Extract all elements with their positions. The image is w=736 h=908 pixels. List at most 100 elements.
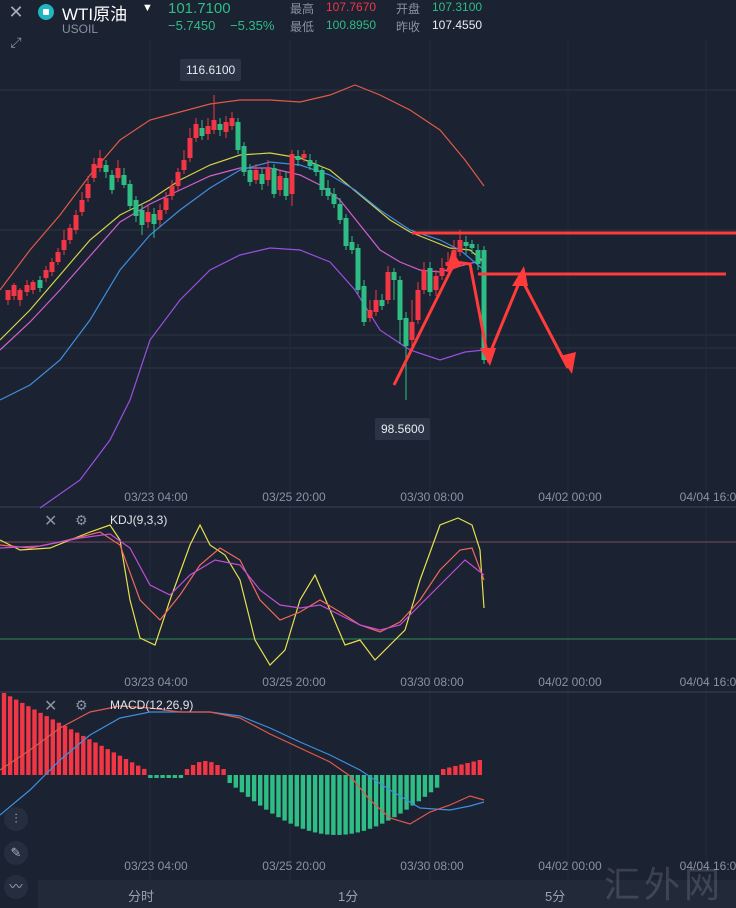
macd-bar — [288, 775, 293, 824]
candle-body — [109, 175, 115, 190]
candle-body — [397, 280, 403, 320]
candle-body — [145, 212, 151, 222]
low-label: 最低 — [290, 20, 315, 34]
kdj-title: KDJ(9,3,3) — [110, 513, 168, 527]
macd-bar — [270, 775, 275, 814]
macd-dif-line — [0, 705, 485, 825]
candle-body — [163, 198, 169, 210]
tab-timeshare[interactable]: 分时 — [128, 889, 155, 904]
candle-body — [283, 178, 289, 196]
macd-bar — [184, 769, 190, 775]
candle-body — [433, 276, 439, 290]
macd-bar — [93, 742, 98, 775]
candle-body — [205, 126, 211, 134]
candle-body — [187, 138, 193, 158]
macd-bar — [117, 755, 123, 775]
symbol-name[interactable]: WTI原油 — [62, 5, 128, 24]
price-change: −5.7450 — [168, 18, 216, 33]
chevron-down-icon[interactable]: ▼ — [142, 2, 153, 14]
candle-body — [67, 228, 73, 240]
macd-bar — [355, 775, 360, 833]
candle-body — [265, 168, 271, 180]
macd-bar — [251, 775, 257, 802]
candle-body — [169, 186, 175, 196]
macd-bar — [264, 775, 269, 810]
macd-bar — [373, 775, 379, 827]
open-label: 开盘 — [396, 2, 421, 16]
close-macd-icon[interactable]: ✕ — [44, 698, 58, 715]
macd-bar — [380, 775, 385, 824]
forecast-zigzag-line — [392, 260, 570, 386]
candle-body — [313, 164, 319, 172]
time-axis-label: 04/04 16:0 — [680, 490, 736, 504]
time-axis-label: 03/23 04:00 — [124, 859, 188, 873]
candle-body — [367, 310, 373, 318]
macd-bar — [465, 763, 470, 775]
gear-icon[interactable]: ⚙ — [75, 512, 88, 528]
candle-body — [133, 200, 139, 216]
candle-style-icon[interactable]: ⫶ — [4, 807, 28, 831]
macd-bar — [300, 775, 306, 829]
candle-body — [17, 290, 23, 300]
candle-body — [385, 272, 391, 300]
macd-bar — [50, 719, 55, 775]
time-axis-label: 03/23 04:00 — [124, 675, 188, 689]
gear-icon[interactable]: ⚙ — [75, 697, 88, 713]
candle-body — [229, 118, 235, 126]
macd-bar — [258, 775, 263, 806]
macd-bar — [105, 749, 110, 775]
candle-body — [253, 170, 259, 180]
macd-bar — [337, 775, 342, 835]
tab-1min[interactable]: 1分 — [338, 889, 359, 904]
candle-body — [295, 156, 301, 160]
macd-bar — [245, 775, 251, 797]
candle-body — [115, 168, 121, 178]
arrow-head — [480, 348, 496, 366]
candle-body — [373, 300, 379, 312]
candle-body — [445, 262, 451, 266]
candle-body — [349, 242, 355, 250]
chart-canvas[interactable]: 03/23 04:00 03/25 20:00 03/30 08:00 04/02 0… — [0, 0, 736, 880]
candle-body — [199, 128, 205, 136]
macd-bar — [203, 761, 208, 775]
macd-bar — [331, 775, 336, 835]
candle-body — [24, 285, 30, 292]
price-change-pct: −5.35% — [230, 18, 275, 33]
last-price: 101.7100 — [168, 0, 231, 17]
time-axis-label: 03/23 04:00 — [124, 490, 188, 504]
candle-body — [61, 240, 67, 250]
trend-annotations — [392, 231, 736, 386]
macd-bar — [32, 709, 37, 775]
ma-mid-line — [0, 167, 485, 351]
macd-bar — [87, 739, 92, 775]
close-icon[interactable]: ✕ — [8, 2, 24, 22]
macd-bar — [166, 775, 171, 778]
expand-icon[interactable]: ⤢ — [10, 34, 22, 50]
macd-bar — [404, 775, 409, 810]
pencil-icon[interactable]: ✎ — [4, 841, 28, 865]
candle-body — [289, 154, 295, 194]
prev-close-label: 昨收 — [396, 20, 421, 34]
macd-bar — [197, 762, 202, 775]
grid-lines — [0, 40, 736, 880]
macd-bar — [282, 775, 287, 821]
indicator-icon[interactable]: 〰 — [4, 875, 28, 899]
candle-body — [151, 214, 157, 224]
candle-body — [223, 122, 229, 132]
macd-bar — [343, 775, 348, 835]
close-kdj-icon[interactable]: ✕ — [44, 513, 58, 530]
macd-bar — [111, 752, 116, 775]
candle-body — [379, 300, 385, 306]
timeframe-bar — [38, 880, 736, 908]
bollinger-lower-line — [39, 247, 485, 509]
candle-body — [91, 164, 97, 178]
candle-body — [97, 158, 103, 168]
symbol-logo-icon — [38, 4, 54, 20]
open-value: 107.3100 — [432, 0, 483, 14]
macd-bar — [319, 775, 324, 834]
macd-bar — [81, 735, 86, 775]
macd-bar — [99, 745, 104, 775]
tab-5min[interactable]: 5分 — [545, 889, 566, 904]
prev-close-value: 107.4550 — [432, 18, 483, 32]
macd-title: MACD(12,26,9) — [110, 698, 194, 712]
